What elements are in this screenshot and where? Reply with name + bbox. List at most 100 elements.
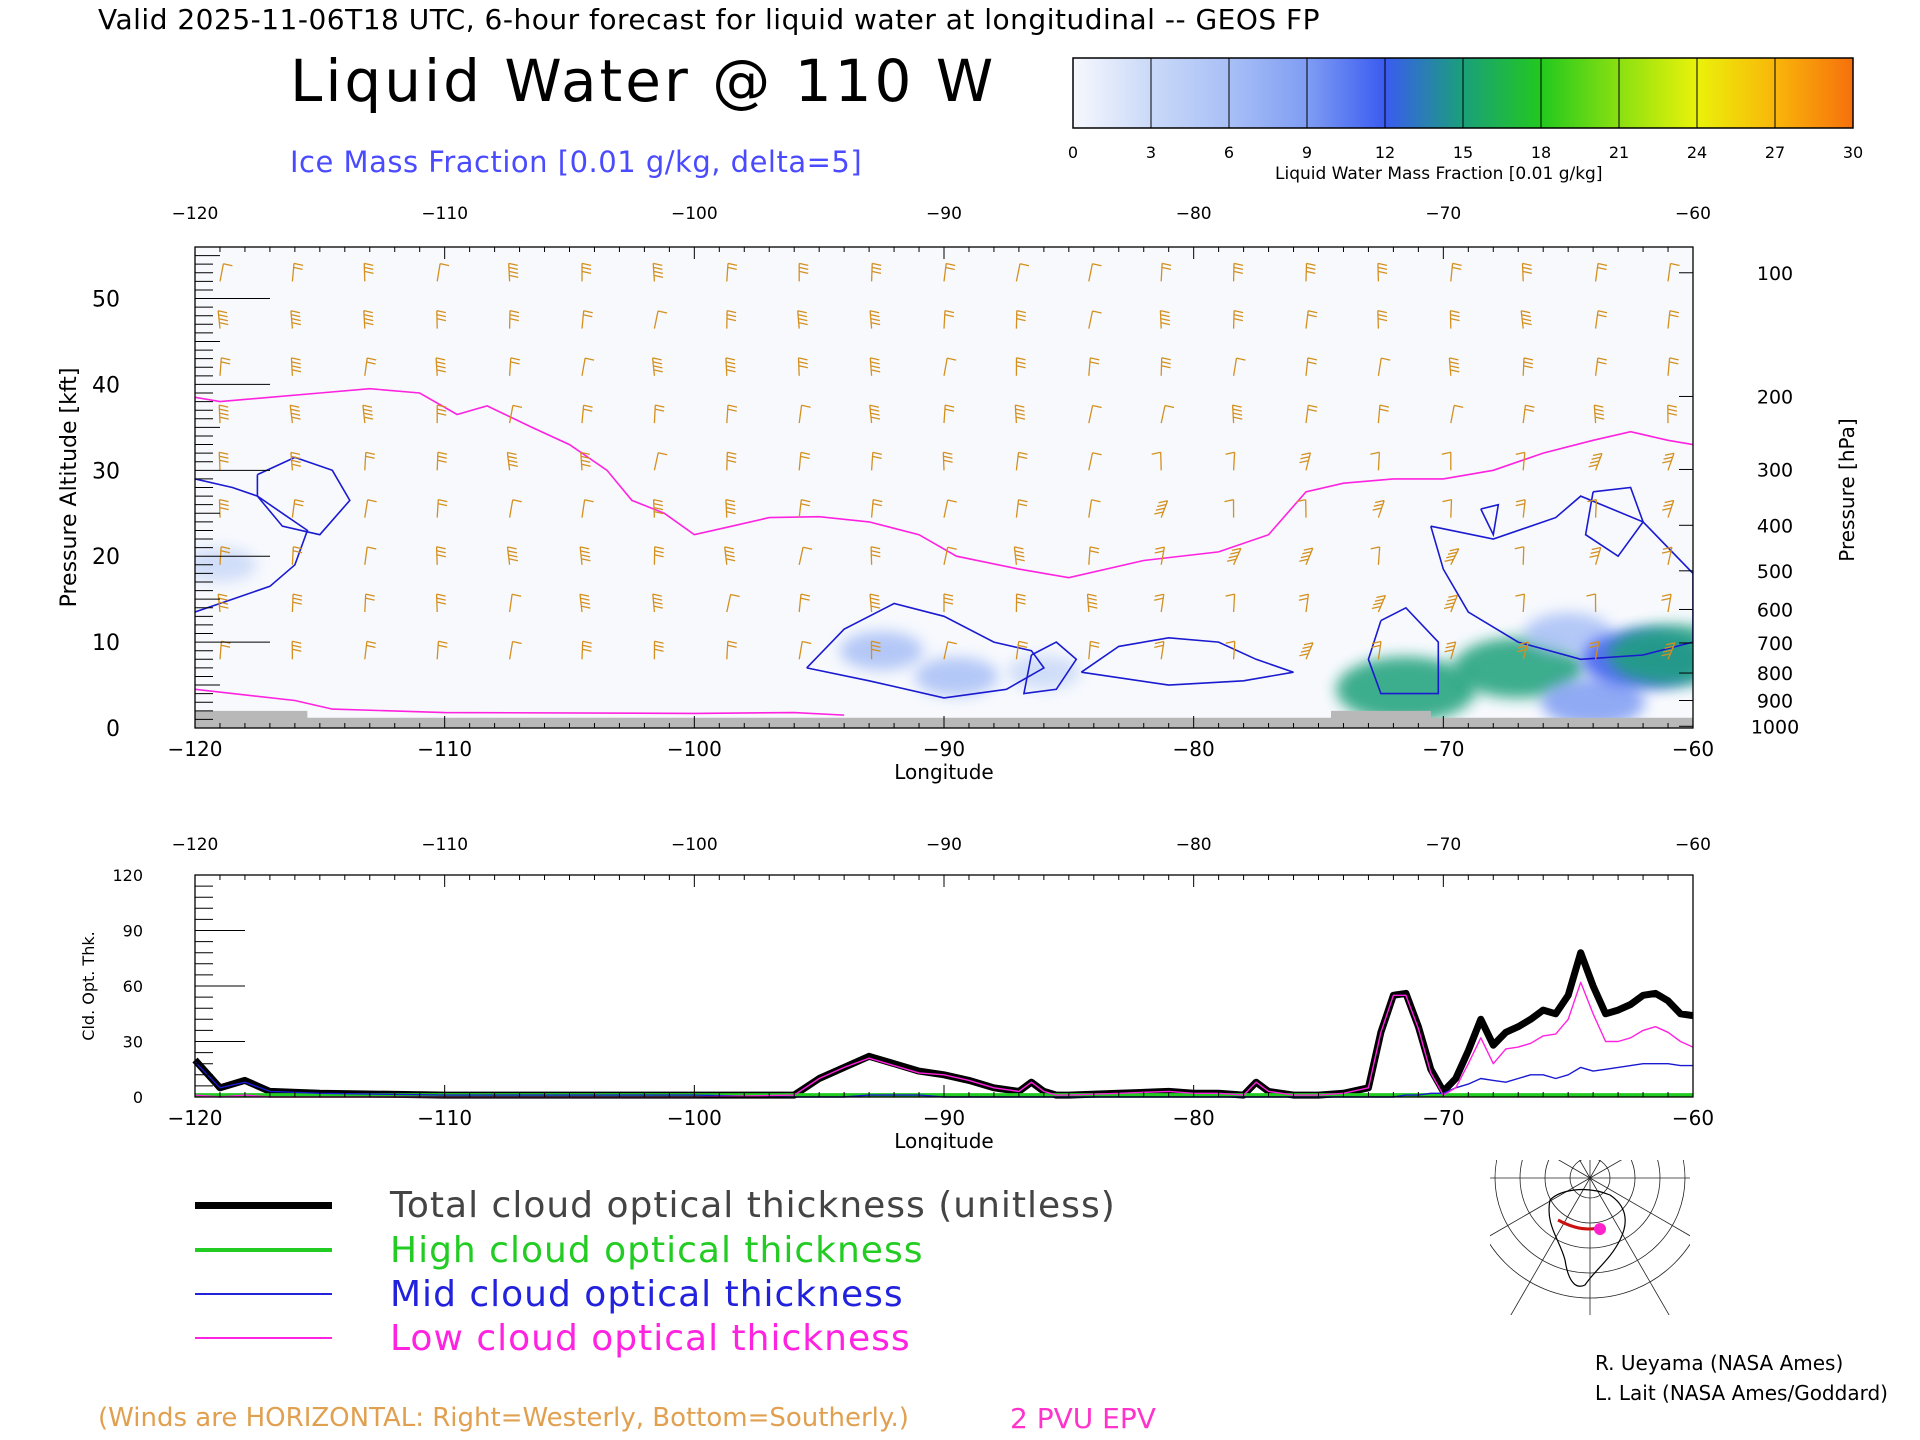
wind-barb bbox=[291, 499, 304, 518]
wind-barb bbox=[1449, 309, 1460, 329]
wind-barb bbox=[726, 451, 737, 471]
colorbar: 0 3 6 9 12 15 18 21 24 27 30 bbox=[1068, 57, 1863, 162]
wind-barb bbox=[436, 451, 448, 471]
wind-barb bbox=[1015, 451, 1028, 471]
wind-barb bbox=[435, 593, 447, 613]
colorbar-segment bbox=[1072, 57, 1152, 129]
wind-barb bbox=[1232, 262, 1244, 282]
wind-barb bbox=[218, 404, 229, 424]
wind-barb bbox=[364, 546, 377, 565]
pressure-tick-label: 400 bbox=[1757, 515, 1793, 537]
x-tick-label: −70 bbox=[1422, 1106, 1464, 1130]
wind-barb bbox=[508, 309, 520, 329]
wind-barb bbox=[1088, 546, 1100, 565]
wind-barb bbox=[1586, 593, 1597, 613]
wind-barb bbox=[1299, 547, 1314, 566]
legend-swatch bbox=[195, 1337, 332, 1339]
wind-barb bbox=[726, 404, 738, 424]
wind-barb bbox=[1299, 452, 1312, 471]
wind-barb bbox=[1520, 310, 1532, 329]
liquid-water-cell bbox=[1608, 624, 1693, 686]
x-tick-label-top: −70 bbox=[1425, 204, 1461, 224]
wind-barb bbox=[364, 357, 377, 376]
wind-barb bbox=[1450, 262, 1462, 282]
cross-section-chart: −120 −120 −110 −110 −100 −100 −90 −90 −80 −80 −70 −… bbox=[57, 204, 1859, 784]
pressure-tick-label: 800 bbox=[1757, 663, 1793, 685]
x-tick-label: −110 bbox=[417, 1106, 472, 1130]
x-tick-label-top: −90 bbox=[926, 204, 962, 224]
wind-barb bbox=[1371, 594, 1386, 613]
wind-barb bbox=[943, 593, 954, 612]
y2-axis-label: Pressure [hPa] bbox=[1835, 418, 1859, 561]
wind-barb bbox=[943, 357, 957, 376]
wind-barb-field bbox=[217, 262, 1680, 660]
colorbar-segment bbox=[1306, 57, 1386, 129]
wind-barb bbox=[1661, 593, 1672, 613]
legend-swatch bbox=[195, 1201, 332, 1209]
wind-barb bbox=[653, 404, 665, 424]
wind-barb bbox=[435, 357, 446, 376]
wind-barb bbox=[1305, 357, 1318, 376]
map-meridian bbox=[1589, 1177, 1690, 1237]
ice-contour bbox=[1022, 641, 1078, 695]
y-tick-label: 90 bbox=[123, 922, 143, 941]
liquid-water-cell bbox=[1007, 655, 1081, 690]
y-tick-label: 0 bbox=[106, 717, 120, 742]
wind-barb bbox=[870, 498, 883, 518]
wind-barb bbox=[1015, 640, 1028, 660]
wind-barb bbox=[1588, 640, 1600, 660]
wind-barb bbox=[1667, 262, 1680, 282]
wind-barb bbox=[943, 262, 956, 282]
wind-barb bbox=[1594, 262, 1608, 282]
wind-barb bbox=[726, 593, 740, 613]
liquid-water-cell bbox=[839, 631, 924, 671]
wind-barb bbox=[725, 357, 736, 376]
wind-barb bbox=[1441, 451, 1452, 471]
wind-barb bbox=[1370, 451, 1381, 471]
wind-barb bbox=[1088, 640, 1100, 660]
wind-barb bbox=[1587, 498, 1598, 518]
wind-barb bbox=[1515, 451, 1526, 471]
wind-barb bbox=[943, 546, 957, 565]
liquid-water-cell bbox=[1336, 656, 1476, 723]
ice-contour bbox=[256, 456, 351, 536]
wind-barb bbox=[291, 593, 303, 613]
colorbar-segment bbox=[1696, 57, 1776, 129]
wind-barb bbox=[1232, 309, 1244, 329]
wind-barb bbox=[1662, 499, 1675, 518]
wind-barb bbox=[508, 262, 519, 282]
wind-barb bbox=[1224, 498, 1235, 518]
credit-lait: L. Lait (NASA Ames/Goddard) bbox=[1595, 1381, 1888, 1405]
liquid-water-cell bbox=[1453, 637, 1583, 699]
wind-barb bbox=[1015, 263, 1030, 282]
wind-barb bbox=[1160, 404, 1175, 424]
x-tick-label: −70 bbox=[1422, 737, 1464, 761]
wind-barb bbox=[726, 309, 737, 329]
cross-section-endpoint bbox=[1594, 1223, 1606, 1235]
wind-barb bbox=[870, 546, 881, 565]
ice-contour bbox=[806, 602, 1046, 699]
wind-barb bbox=[1232, 357, 1246, 376]
wind-barb bbox=[579, 546, 591, 565]
wind-barb bbox=[1013, 546, 1025, 565]
colorbar-tick-label: 24 bbox=[1687, 143, 1707, 162]
winds-note: (Winds are HORIZONTAL: Right=Westerly, B… bbox=[98, 1403, 909, 1433]
wind-barb bbox=[291, 640, 302, 660]
wind-barb bbox=[1443, 594, 1459, 613]
ice-contour bbox=[1080, 636, 1294, 686]
x-tick-label-top: −110 bbox=[421, 835, 468, 855]
wind-barb bbox=[798, 451, 811, 471]
wind-barb bbox=[798, 640, 812, 660]
wind-barb bbox=[1151, 451, 1162, 471]
x-tick-label: −60 bbox=[1672, 1106, 1714, 1130]
wind-barb bbox=[506, 451, 519, 471]
wind-barb bbox=[869, 357, 881, 376]
wind-barb bbox=[943, 499, 957, 518]
legend-label: Low cloud optical thickness bbox=[390, 1318, 911, 1359]
wind-barb bbox=[1521, 262, 1532, 282]
wind-barb bbox=[436, 262, 450, 282]
x-tick-label: −100 bbox=[667, 737, 722, 761]
wind-barb bbox=[870, 451, 882, 471]
wind-barb bbox=[364, 451, 375, 471]
x-tick-label: −80 bbox=[1173, 737, 1215, 761]
